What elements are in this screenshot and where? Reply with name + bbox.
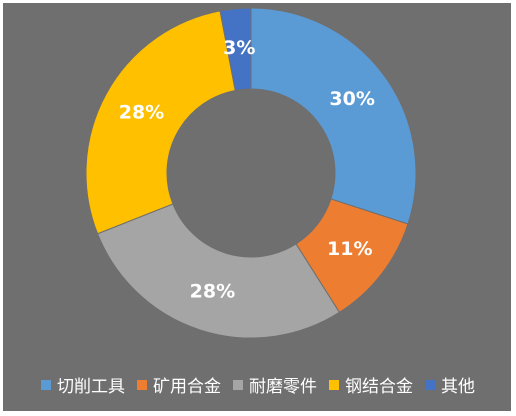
legend-item: 切削工具 (41, 372, 125, 397)
legend-item: 其他 (425, 372, 475, 397)
legend-item: 耐磨零件 (233, 372, 317, 397)
legend-swatch (137, 379, 147, 390)
legend-swatch (425, 379, 435, 390)
data-label: 28% (190, 280, 235, 302)
legend-label: 耐磨零件 (249, 377, 317, 397)
data-label: 30% (329, 88, 374, 110)
legend: 切削工具 矿用合金 耐磨零件 钢结合金 其他 (0, 372, 516, 397)
data-label: 3% (223, 37, 255, 59)
donut-slice (250, 7, 417, 225)
data-label: 28% (119, 101, 164, 123)
legend-swatch (233, 379, 243, 390)
legend-label: 钢结合金 (345, 377, 413, 397)
legend-label: 其他 (441, 377, 475, 397)
donut-slice (219, 7, 252, 92)
legend-swatch (329, 379, 339, 390)
legend-label: 切削工具 (57, 377, 125, 397)
data-label: 11% (327, 238, 372, 260)
legend-item: 矿用合金 (137, 372, 221, 397)
legend-label: 矿用合金 (153, 377, 221, 397)
donut-slice (96, 203, 341, 339)
donut-slice (85, 10, 236, 235)
legend-item: 钢结合金 (329, 372, 413, 397)
legend-swatch (41, 379, 51, 390)
